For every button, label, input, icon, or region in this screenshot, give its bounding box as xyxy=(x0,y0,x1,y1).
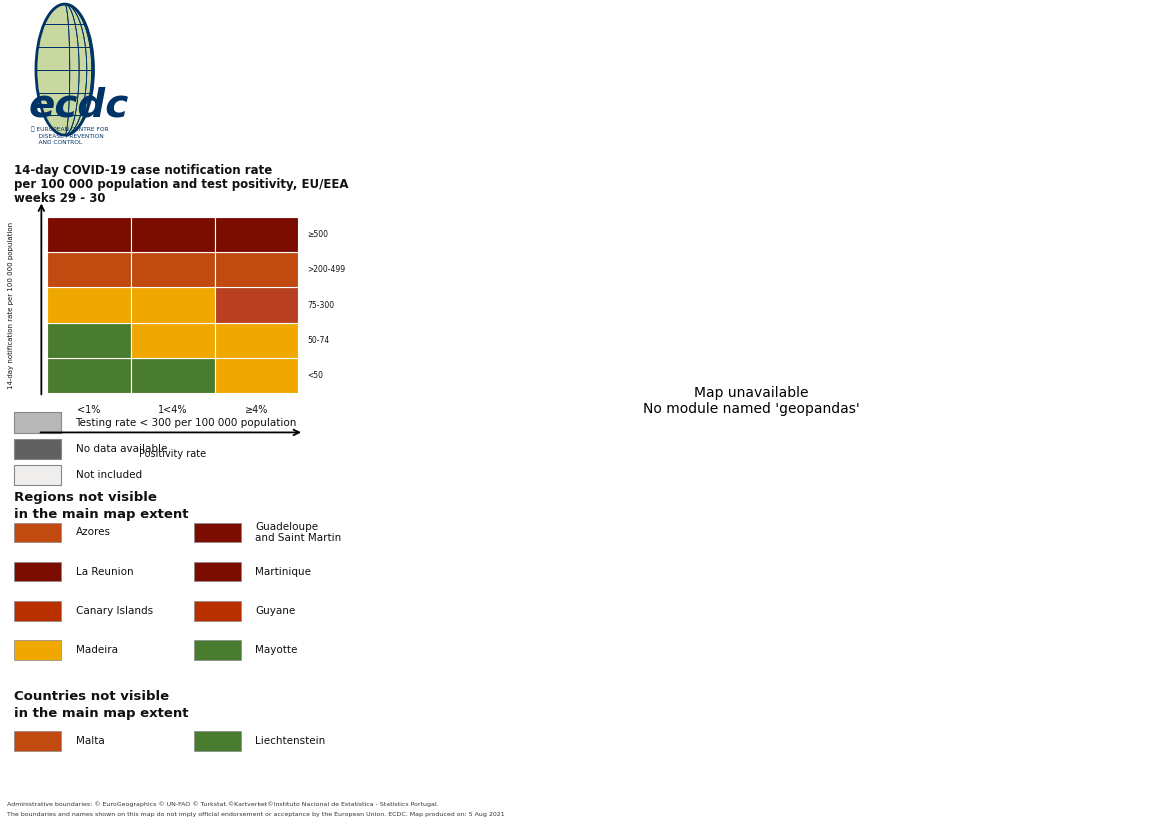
Text: La Reunion: La Reunion xyxy=(75,567,133,577)
Bar xyxy=(46,252,131,287)
Bar xyxy=(194,601,241,621)
Bar xyxy=(131,252,215,287)
Text: Positivity rate: Positivity rate xyxy=(139,449,206,459)
Text: <1%: <1% xyxy=(77,405,101,415)
Bar xyxy=(46,323,131,358)
Text: 14-day notification rate per 100 000 population: 14-day notification rate per 100 000 pop… xyxy=(8,221,14,389)
Text: The boundaries and names shown on this map do not imply official endorsement or : The boundaries and names shown on this m… xyxy=(7,812,505,817)
Text: Regions not visible
in the main map extent: Regions not visible in the main map exte… xyxy=(14,491,189,521)
Bar xyxy=(14,523,61,542)
Bar xyxy=(46,217,131,252)
Text: <50: <50 xyxy=(307,371,324,380)
Bar xyxy=(215,323,298,358)
Bar xyxy=(14,562,61,581)
Circle shape xyxy=(36,4,94,135)
Text: Martinique: Martinique xyxy=(255,567,311,577)
Text: Azores: Azores xyxy=(75,527,110,537)
Text: DISEASE PREVENTION: DISEASE PREVENTION xyxy=(30,133,103,138)
Bar xyxy=(46,358,131,393)
Text: Map unavailable
No module named 'geopandas': Map unavailable No module named 'geopand… xyxy=(643,387,860,416)
Bar xyxy=(14,601,61,621)
Bar xyxy=(131,323,215,358)
Bar xyxy=(14,439,61,459)
Bar xyxy=(14,640,61,660)
Text: Testing rate < 300 per 100 000 population: Testing rate < 300 per 100 000 populatio… xyxy=(75,418,297,428)
Bar xyxy=(215,287,298,323)
Text: ⭐ EUROPEAN CENTRE FOR: ⭐ EUROPEAN CENTRE FOR xyxy=(30,126,108,132)
Bar xyxy=(14,731,61,751)
Text: Liechtenstein: Liechtenstein xyxy=(255,736,326,746)
Text: Countries not visible
in the main map extent: Countries not visible in the main map ex… xyxy=(14,690,189,720)
Bar xyxy=(131,217,215,252)
Bar xyxy=(194,640,241,660)
Text: 50-74: 50-74 xyxy=(307,336,329,345)
Text: ≥500: ≥500 xyxy=(307,230,328,239)
Bar xyxy=(46,287,131,323)
Text: AND CONTROL: AND CONTROL xyxy=(30,140,81,145)
Text: Administrative boundaries: © EuroGeographics © UN-FAO © Turkstat.©Kartverket©Ins: Administrative boundaries: © EuroGeograp… xyxy=(7,801,438,807)
Bar xyxy=(215,217,298,252)
Bar xyxy=(194,562,241,581)
Text: 75-300: 75-300 xyxy=(307,301,334,310)
Bar xyxy=(14,465,61,485)
Text: 1<4%: 1<4% xyxy=(158,405,188,415)
Bar xyxy=(215,252,298,287)
Text: Guyane: Guyane xyxy=(255,606,296,616)
Text: ≥4%: ≥4% xyxy=(245,405,268,415)
Text: Guadeloupe
and Saint Martin: Guadeloupe and Saint Martin xyxy=(255,522,341,543)
Bar xyxy=(14,412,61,432)
Text: No data available: No data available xyxy=(75,444,167,454)
Text: Madeira: Madeira xyxy=(75,645,117,655)
Bar xyxy=(194,523,241,542)
Text: >200-499: >200-499 xyxy=(307,265,346,274)
Text: Mayotte: Mayotte xyxy=(255,645,298,655)
Text: weeks 29 - 30: weeks 29 - 30 xyxy=(14,192,106,205)
Text: per 100 000 population and test positivity, EU/EEA: per 100 000 population and test positivi… xyxy=(14,178,349,191)
Text: 14-day COVID-19 case notification rate: 14-day COVID-19 case notification rate xyxy=(14,164,273,177)
Text: Malta: Malta xyxy=(75,736,104,746)
Bar xyxy=(215,358,298,393)
Text: Not included: Not included xyxy=(75,470,142,480)
Text: ecdc: ecdc xyxy=(29,86,129,124)
Text: Canary Islands: Canary Islands xyxy=(75,606,153,616)
Bar xyxy=(194,731,241,751)
Bar xyxy=(131,358,215,393)
Bar xyxy=(131,287,215,323)
